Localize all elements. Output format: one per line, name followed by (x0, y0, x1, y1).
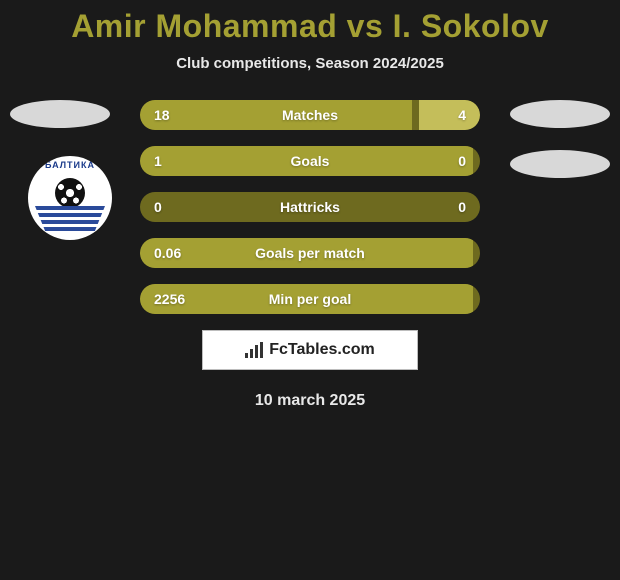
left-club-badge: БАЛТИКА (28, 156, 112, 240)
stat-row: 2256Min per goal (140, 284, 480, 314)
stat-row: 18Matches4 (140, 100, 480, 130)
brand-text: FcTables.com (269, 341, 375, 359)
stat-row: 0Hattricks0 (140, 192, 480, 222)
stat-label: Matches (140, 107, 480, 123)
soccer-ball-icon (55, 178, 85, 208)
stat-label: Min per goal (140, 291, 480, 307)
right-player-ellipse (510, 100, 610, 128)
left-player-ellipse (10, 100, 110, 128)
stat-label: Goals per match (140, 245, 480, 261)
stat-value-right: 0 (458, 199, 466, 215)
stat-value-right: 4 (458, 107, 466, 123)
stat-label: Hattricks (140, 199, 480, 215)
stat-label: Goals (140, 153, 480, 169)
page-title: Amir Mohammad vs I. Sokolov (0, 0, 620, 45)
date-label: 10 march 2025 (0, 392, 620, 410)
right-player-ellipse (510, 150, 610, 178)
brand-box[interactable]: FcTables.com (202, 330, 418, 370)
club-badge-text: БАЛТИКА (45, 160, 95, 170)
chart-bars-icon (245, 342, 263, 358)
stat-row: 1Goals0 (140, 146, 480, 176)
subtitle: Club competitions, Season 2024/2025 (0, 55, 620, 72)
stat-value-right: 0 (458, 153, 466, 169)
stat-row: 0.06Goals per match (140, 238, 480, 268)
comparison-area: БАЛТИКА 18Matches41Goals00Hattricks00.06… (0, 100, 620, 314)
club-badge-stripes (35, 206, 105, 232)
